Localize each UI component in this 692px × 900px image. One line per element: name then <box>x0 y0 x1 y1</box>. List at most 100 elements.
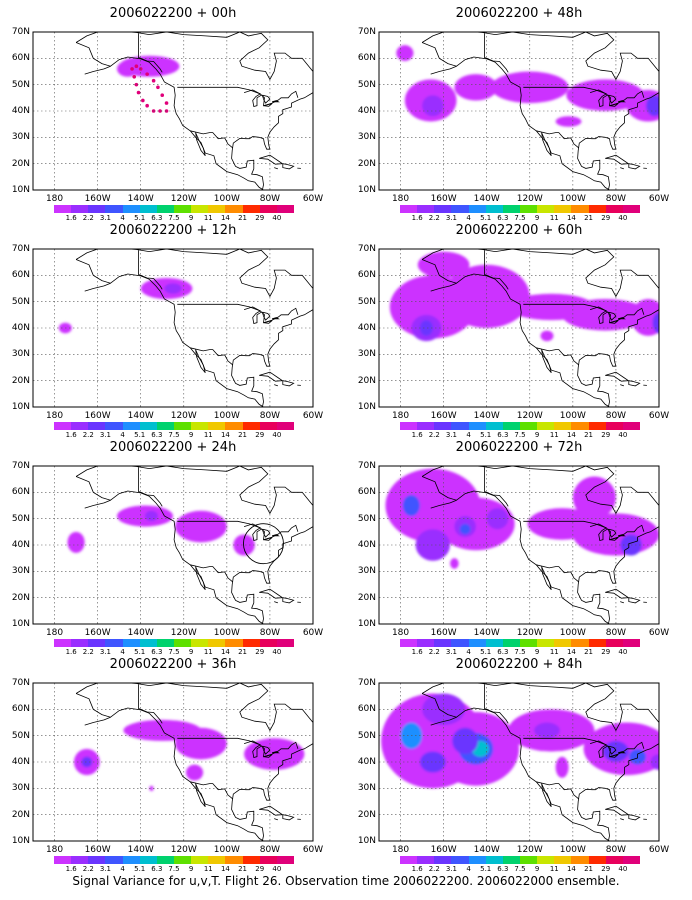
colorbar-label: 14 <box>566 431 576 439</box>
latitude-label: 60N <box>357 53 376 64</box>
latitude-label: 10N <box>11 836 30 846</box>
coastline <box>274 384 279 387</box>
coastline <box>617 317 626 320</box>
longitude-label: 120W <box>170 194 197 204</box>
latitude-label: 50N <box>357 296 376 307</box>
colorbar-segment <box>468 205 486 213</box>
latitude-label: 20N <box>357 375 376 386</box>
colorbar-segment <box>156 639 174 647</box>
longitude-label: 60W <box>648 628 670 638</box>
forecast-map <box>378 248 660 408</box>
colorbar-label: 4 <box>120 214 125 222</box>
panel-title: 2006022200 + 60h <box>455 223 583 238</box>
latitude-label: 10N <box>11 185 30 195</box>
coastline <box>421 32 659 90</box>
colorbar-segment <box>502 856 520 864</box>
coastline <box>589 740 608 758</box>
longitude-label: 140W <box>127 194 154 204</box>
latitude-label: 60N <box>11 487 30 498</box>
colorbar-segment <box>417 422 435 430</box>
colorbar-label: 14 <box>220 865 230 873</box>
colorbar-segment <box>208 205 226 213</box>
colorbar-label: 1.6 <box>411 865 423 873</box>
coastline <box>263 537 273 541</box>
coastline <box>259 805 284 816</box>
latitude-label: 20N <box>11 809 30 820</box>
colorbar-label: 3.1 <box>99 214 111 222</box>
colorbar-segment <box>242 205 260 213</box>
colorbar-label: 5.1 <box>480 648 492 656</box>
colorbar-segment <box>88 422 106 430</box>
coastline <box>177 737 299 758</box>
longitude-label: 160W <box>430 628 457 638</box>
map-frame <box>32 465 314 625</box>
colorbar-label: 40 <box>618 214 628 222</box>
coastline <box>620 384 625 387</box>
signal-variance-area <box>452 727 479 755</box>
coastline <box>536 130 580 149</box>
signal-variance-area <box>419 320 433 336</box>
longitude-label: 100W <box>559 194 586 204</box>
latitude-label: 60N <box>11 53 30 64</box>
coastline <box>75 693 264 841</box>
colorbar-segment <box>242 422 260 430</box>
map-panel: 2006022200 + 48h 70N 60N 50N 40N 30N 20N 10N 180… <box>346 6 686 222</box>
colorbar-label: 14 <box>566 865 576 873</box>
colorbar-segment <box>485 205 503 213</box>
latitude-label: 40N <box>357 540 376 550</box>
signal-variance-area <box>185 764 204 781</box>
colorbar-segment <box>468 639 486 647</box>
latitude-label: 20N <box>357 158 376 169</box>
colorbar-label: 21 <box>584 431 594 439</box>
coastline <box>421 693 610 841</box>
coastline <box>541 566 552 591</box>
colorbar-label: 2.2 <box>82 865 94 873</box>
latitude-label: 10N <box>357 185 376 195</box>
colorbar-segment <box>451 422 469 430</box>
colorbar-label: 2.2 <box>82 214 94 222</box>
flight-track-point <box>158 109 162 113</box>
colorbar-label: 3.1 <box>99 865 111 873</box>
latitude-label: 50N <box>11 296 30 307</box>
map-content <box>379 683 659 841</box>
signal-variance-area <box>149 785 154 791</box>
coastline <box>609 537 619 541</box>
coastline <box>589 306 608 324</box>
colorbar-label: 5.1 <box>134 431 146 439</box>
coastline <box>523 520 645 541</box>
colorbar-label: 3.1 <box>445 648 457 656</box>
colorbar-label: 9 <box>188 865 194 873</box>
colorbar-label: 40 <box>272 431 282 439</box>
coastline <box>75 683 313 741</box>
forecast-map <box>32 682 314 842</box>
colorbar-label: 21 <box>584 648 594 656</box>
coastline <box>605 805 630 816</box>
coastline <box>271 317 280 320</box>
colorbar-label: 1.6 <box>411 431 423 439</box>
longitude-label: 140W <box>127 628 154 638</box>
coastline <box>263 103 273 107</box>
signal-variance-area <box>652 312 659 334</box>
colorbar-label: 5.1 <box>134 648 146 656</box>
latitude-label: 30N <box>357 349 376 360</box>
colorbar-label: 4 <box>466 214 471 222</box>
colorbar-label: 5.1 <box>480 865 492 873</box>
colorbar-segment <box>451 639 469 647</box>
longitude-label: 180 <box>391 628 410 638</box>
coastline <box>536 781 580 800</box>
colorbar-segment <box>276 205 294 213</box>
coastline <box>138 33 163 73</box>
signal-variance-area <box>459 523 471 535</box>
coastline <box>589 523 608 541</box>
coastline <box>617 534 626 537</box>
colorbar-segment <box>88 639 106 647</box>
colorbar-label: 4 <box>120 865 125 873</box>
colorbar-segment <box>605 422 623 430</box>
longitude-label: 140W <box>127 411 154 421</box>
latitude-label: 70N <box>11 244 30 254</box>
latitude-label: 40N <box>11 323 30 333</box>
coastline <box>484 250 509 290</box>
colorbar-segment <box>122 205 140 213</box>
colorbar-segment <box>242 639 260 647</box>
signal-variance-area <box>402 494 420 517</box>
